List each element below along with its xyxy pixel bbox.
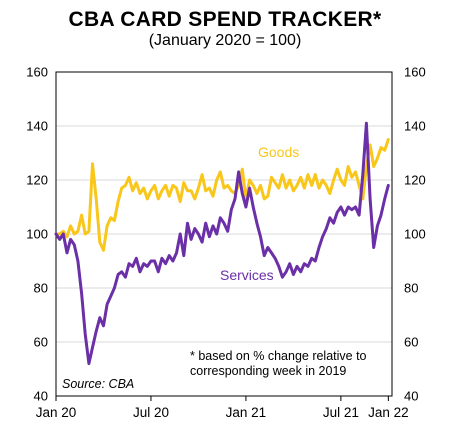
- y-tick-right: 140: [404, 119, 426, 134]
- x-tick-label: Jan 20: [36, 405, 77, 420]
- y-tick-left: 140: [26, 119, 48, 134]
- y-tick-right: 120: [404, 173, 426, 188]
- y-tick-left: 60: [34, 335, 48, 350]
- y-tick-right: 80: [404, 281, 418, 296]
- goods-label: Goods: [258, 144, 299, 160]
- x-tick-label: Jan 21: [226, 405, 267, 420]
- y-tick-right: 40: [404, 389, 418, 404]
- x-tick-label: Jan 22: [368, 405, 409, 420]
- chart-title: CBA CARD SPEND TRACKER*: [68, 8, 382, 31]
- y-tick-left: 120: [26, 173, 48, 188]
- y-tick-left: 40: [34, 389, 48, 404]
- footnote-line2: corresponding week in 2019: [190, 364, 346, 378]
- y-tick-left: 100: [26, 227, 48, 242]
- x-tick-label: Jul 20: [133, 405, 169, 420]
- y-tick-left: 160: [26, 65, 48, 80]
- y-tick-right: 160: [404, 65, 426, 80]
- footnote-line1: * based on % change relative to: [190, 349, 367, 363]
- source-note: Source: CBA: [62, 377, 134, 391]
- series-line-services: [54, 121, 390, 366]
- chart-subtitle: (January 2020 = 100): [148, 32, 302, 49]
- x-tick-label: Jul 21: [323, 405, 359, 420]
- y-tick-left: 80: [34, 281, 48, 296]
- services-label: Services: [220, 267, 274, 283]
- series-line-goods: [54, 138, 390, 252]
- y-tick-right: 60: [404, 335, 418, 350]
- y-tick-right: 100: [404, 227, 426, 242]
